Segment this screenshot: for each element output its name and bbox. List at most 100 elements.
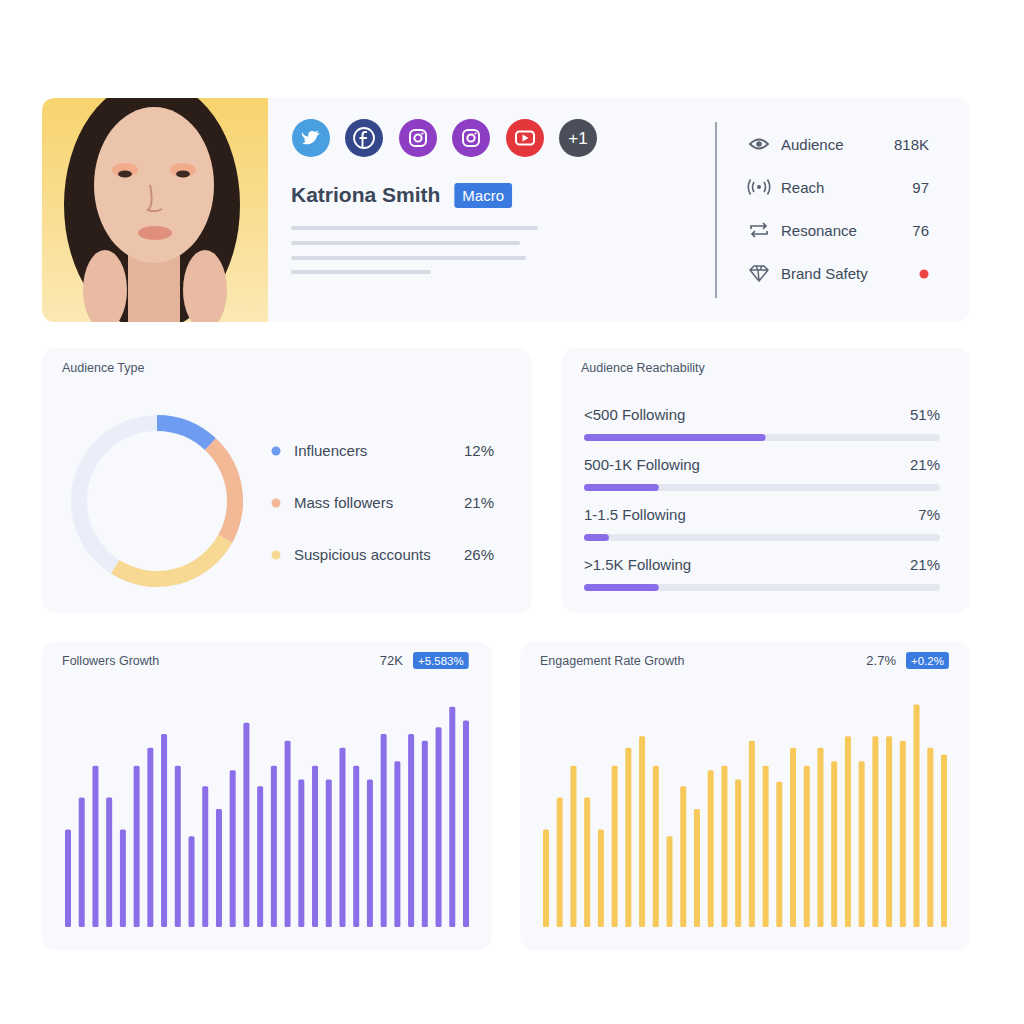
- bar: [612, 766, 618, 927]
- bar: [680, 786, 686, 927]
- icon-bg: [292, 119, 330, 157]
- bar: [735, 779, 741, 927]
- donut-slice: [115, 539, 225, 579]
- legend-label: Influencers: [294, 442, 367, 459]
- hand: [83, 250, 127, 330]
- bar: [749, 741, 755, 927]
- bars: [584, 434, 940, 591]
- bar: [106, 798, 112, 927]
- legend-value: 21%: [464, 494, 494, 511]
- bar: [243, 723, 249, 927]
- placeholder-line: [291, 226, 538, 230]
- icon-bg: [399, 119, 437, 157]
- bar: [914, 705, 920, 927]
- bar: [859, 761, 865, 927]
- bar-label: 1-1.5 Following: [584, 506, 686, 523]
- bar: [625, 748, 631, 927]
- glyph: [302, 131, 320, 145]
- glyph: [751, 223, 767, 237]
- bar: [831, 761, 837, 927]
- bar: [92, 766, 98, 927]
- bar: [584, 484, 659, 491]
- glyph: [467, 134, 474, 141]
- bar: [639, 736, 645, 927]
- card-title: Engagement Rate Growth: [540, 654, 685, 668]
- data-label: 7%: [918, 506, 940, 523]
- legend-value: 26%: [464, 546, 494, 563]
- change-badge-bg: [413, 652, 469, 669]
- glyph: [360, 132, 368, 148]
- engagement-card: [520, 642, 970, 950]
- bar: [134, 766, 140, 927]
- bar: [271, 766, 277, 927]
- status-dot: [920, 270, 929, 279]
- bar: [394, 761, 400, 927]
- placeholder-line: [291, 270, 431, 274]
- more-networks-label: +1: [568, 129, 587, 148]
- stat-icon: [750, 140, 768, 149]
- bar: [653, 766, 659, 927]
- bars: [65, 707, 469, 927]
- bar-track: [584, 584, 940, 591]
- bar-track: [584, 434, 940, 441]
- card-title: Audience Reachability: [581, 361, 705, 375]
- bar-label: <500 Following: [584, 406, 685, 423]
- placeholder-line: [291, 256, 526, 260]
- bar: [721, 766, 727, 927]
- legend-label: Suspicious accounts: [294, 546, 431, 563]
- bar: [886, 736, 892, 927]
- lips: [138, 226, 172, 240]
- bar: [216, 809, 222, 927]
- data-label: 21%: [910, 556, 940, 573]
- bar: [584, 798, 590, 927]
- more-networks: +1: [559, 119, 597, 157]
- bar: [230, 770, 236, 927]
- bar: [436, 727, 442, 927]
- bar: [598, 829, 604, 927]
- legend-swatch: [272, 551, 281, 560]
- bar-track: [584, 484, 940, 491]
- bar: [941, 754, 947, 927]
- glyph: [354, 128, 374, 148]
- bar: [584, 434, 766, 441]
- icon-bg: [559, 119, 597, 157]
- glyph: [414, 134, 421, 141]
- legend-swatch: [272, 499, 281, 508]
- bar: [543, 829, 549, 927]
- bar: [708, 770, 714, 927]
- glyph: [463, 130, 479, 146]
- placeholder-line: [291, 241, 520, 245]
- bar-track: [584, 534, 940, 541]
- face: [94, 107, 214, 263]
- bar: [65, 829, 71, 927]
- bar: [776, 782, 782, 927]
- card-title: Audience Type: [62, 361, 145, 375]
- bar-label: >1.5K Following: [584, 556, 691, 573]
- glyph: [474, 132, 476, 134]
- bar: [285, 741, 291, 927]
- bar: [872, 736, 878, 927]
- glyph: [750, 140, 768, 149]
- change-badge: +0.2%: [906, 652, 949, 669]
- instagram-icon: [399, 119, 437, 157]
- facebook-icon: [345, 119, 383, 157]
- bar: [367, 779, 373, 927]
- bar: [175, 766, 181, 927]
- glyph: [756, 141, 762, 147]
- bar: [257, 786, 263, 927]
- legend-label: Mass followers: [294, 494, 393, 511]
- data-label: 21%: [910, 456, 940, 473]
- bar: [463, 720, 469, 927]
- followers-card: [42, 642, 492, 950]
- bar: [353, 766, 359, 927]
- icon-bg: [345, 119, 383, 157]
- donut-track: [79, 423, 235, 579]
- eyeshadow: [170, 163, 196, 177]
- glyph: [748, 180, 770, 195]
- legend-value: 12%: [464, 442, 494, 459]
- stat-value: 76: [912, 222, 929, 239]
- bar: [381, 734, 387, 927]
- bar: [326, 779, 332, 927]
- reachability-card: [562, 348, 970, 613]
- change-badge-label: +5.583%: [418, 655, 464, 667]
